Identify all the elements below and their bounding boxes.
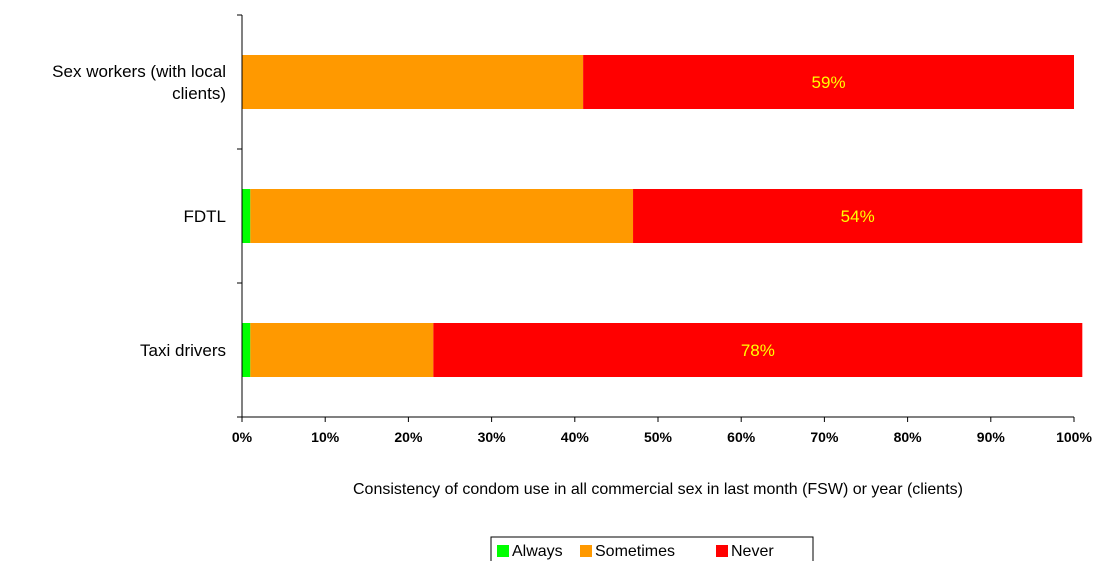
x-tick-label-8: 80% [894, 429, 923, 445]
bar-always-1 [242, 189, 251, 243]
x-tick-label-3: 30% [478, 429, 507, 445]
legend-label-always: Always [512, 543, 563, 560]
bar-sometimes-2 [250, 323, 434, 377]
x-tick-label-4: 40% [561, 429, 590, 445]
legend: Always Sometimes Never [490, 536, 814, 561]
x-tick-label-2: 20% [394, 429, 423, 445]
bar-never-1 [633, 189, 1083, 243]
x-axis-label: Consistency of condom use in all commerc… [353, 481, 963, 498]
x-tick-label-9: 90% [977, 429, 1006, 445]
bar-sometimes-1 [250, 189, 634, 243]
legend-label-never: Never [731, 543, 774, 560]
bar-never-2 [433, 323, 1083, 377]
bar-always-2 [242, 323, 251, 377]
labels-group: 59% Sex workers (with local clients) 54% FDT… [52, 62, 1092, 445]
x-tick-label-5: 50% [644, 429, 673, 445]
category-label-1: FDTL [184, 207, 227, 226]
category-label-0: Sex workers (with local clients) [52, 62, 226, 103]
data-label-2: 78% [741, 341, 775, 360]
x-tick-label-10: 100% [1056, 429, 1092, 445]
legend-swatch-never [716, 545, 728, 557]
data-label-0: 59% [812, 73, 846, 92]
x-tick-label-0: 0% [232, 429, 253, 445]
bars-group [242, 55, 1083, 377]
x-tick-label-1: 10% [311, 429, 340, 445]
bar-sometimes-0 [242, 55, 584, 109]
data-label-1: 54% [841, 207, 875, 226]
axes-group [237, 14, 1075, 422]
x-tick-label-6: 60% [727, 429, 756, 445]
x-tick-label-7: 70% [810, 429, 839, 445]
legend-swatch-sometimes [580, 545, 592, 557]
category-label-2: Taxi drivers [140, 341, 226, 360]
legend-swatch-always [497, 545, 509, 557]
legend-box [490, 536, 814, 561]
bar-never-0 [583, 55, 1074, 109]
legend-label-sometimes: Sometimes [595, 543, 675, 560]
